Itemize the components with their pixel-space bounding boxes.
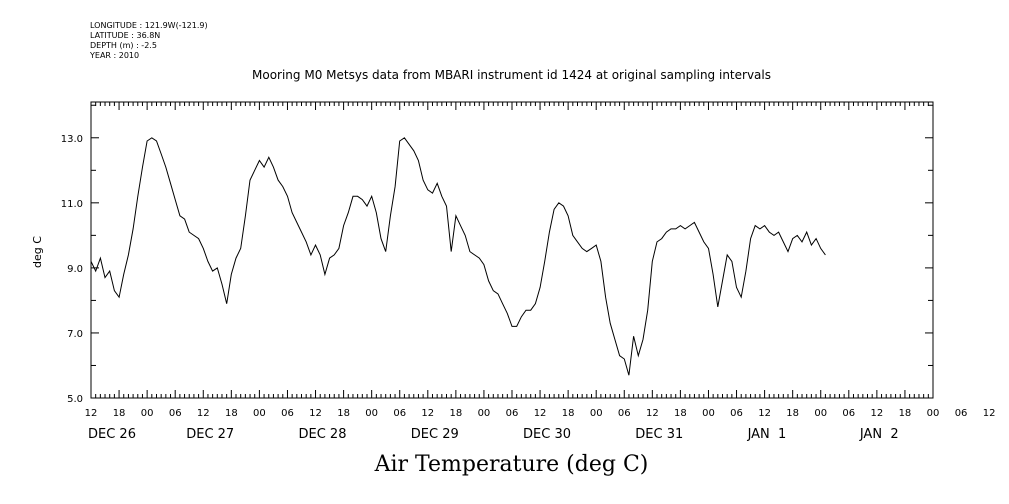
y-tick-label: 7.0 [67,329,83,340]
x-tick-label: 06 [730,408,743,419]
metadata-block: LONGITUDE : 121.9W(-121.9) LATITUDE : 36… [90,21,208,61]
x-tick-label: 18 [337,408,350,419]
x-tick-label: 12 [758,408,771,419]
x-tick-label: 00 [702,408,715,419]
year-text: YEAR : 2010 [90,51,140,60]
x-date-label: DEC 27 [186,427,234,442]
x-tick-label: 12 [309,408,322,419]
x-tick-label: 18 [899,408,912,419]
x-date-label: JAN 2 [859,427,899,442]
x-tick-label: 18 [674,408,687,419]
depth-text: DEPTH (m) : -2.5 [90,41,157,50]
x-tick-label: 12 [983,408,996,419]
x-tick-label: 06 [393,408,406,419]
x-tick-label: 00 [590,408,603,419]
x-tick-label: 18 [113,408,126,419]
x-axis-title: Air Temperature (deg C) [374,452,649,477]
x-tick-label: 00 [141,408,154,419]
y-tick-label: 11.0 [61,199,83,210]
x-tick-label: 06 [842,408,855,419]
x-tick-label: 00 [478,408,491,419]
y-tick-label: 5.0 [67,394,83,405]
x-date-label: DEC 28 [299,427,347,442]
chart-title: Mooring M0 Metsys data from MBARI instru… [252,68,771,82]
x-date-label: DEC 26 [88,427,136,442]
x-tick-label: 00 [253,408,266,419]
x-tick-label: 00 [365,408,378,419]
x-tick-label: 06 [506,408,519,419]
longitude-text: LONGITUDE : 121.9W(-121.9) [90,21,208,30]
series-line [90,137,826,376]
x-date-label: DEC 29 [411,427,459,442]
latitude-text: LATITUDE : 36.8N [90,31,161,40]
x-date-label: DEC 30 [523,427,571,442]
x-tick-label: 18 [225,408,238,419]
x-tick-label: 12 [534,408,547,419]
y-tick-label: 13.0 [61,134,83,145]
x-tick-label: 12 [421,408,434,419]
x-tick-label: 00 [927,408,940,419]
x-date-label: DEC 31 [635,427,683,442]
x-tick-label: 06 [618,408,631,419]
plot-frame [90,101,934,399]
x-tick-label: 12 [870,408,883,419]
y-axis-label: deg C [31,236,44,268]
x-tick-label: 18 [449,408,462,419]
axes-layer: 5.0 7.0 9.0 11.0 13.0 12 18 00 06 12 18 00 06 12 18 00 0… [61,101,996,442]
x-tick-label: 06 [169,408,182,419]
y-tick-label: 9.0 [67,264,83,275]
x-tick-label: 06 [955,408,968,419]
x-date-label: JAN 1 [747,427,787,442]
x-tick-label: 00 [814,408,827,419]
x-tick-label: 06 [281,408,294,419]
x-tick-label: 18 [562,408,575,419]
x-tick-label: 12 [646,408,659,419]
x-tick-label: 12 [85,408,98,419]
x-tick-label: 18 [786,408,799,419]
x-tick-label: 12 [197,408,210,419]
